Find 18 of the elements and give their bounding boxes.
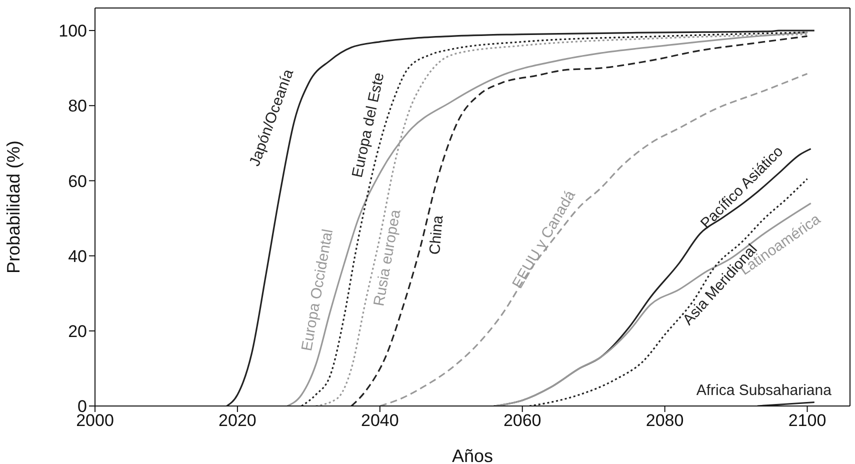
- text: China: [426, 214, 447, 256]
- x-tick-label: 2080: [646, 411, 684, 430]
- y-tick-label: 20: [68, 322, 87, 341]
- x-tick-label: 2100: [788, 411, 826, 430]
- x-tick-label: 2000: [76, 411, 114, 430]
- y-axis-title: Probabilidad (%): [3, 140, 24, 274]
- x-tick-label: 2040: [360, 411, 399, 430]
- x-tick-label: 2020: [218, 411, 256, 430]
- series-label: Africa Subsahariana: [696, 382, 832, 400]
- y-tick-label: 80: [68, 96, 87, 116]
- text: Europa Occidental: [298, 228, 337, 352]
- x-axis-title: Años: [452, 446, 494, 464]
- text: Europa del Este: [348, 71, 388, 180]
- y-tick-label: 40: [68, 246, 87, 266]
- text: Rusia europea: [370, 208, 404, 308]
- y-tick-label: 60: [68, 172, 87, 191]
- x-tick-label: 2060: [503, 411, 542, 430]
- y-tick-label: 100: [58, 22, 87, 41]
